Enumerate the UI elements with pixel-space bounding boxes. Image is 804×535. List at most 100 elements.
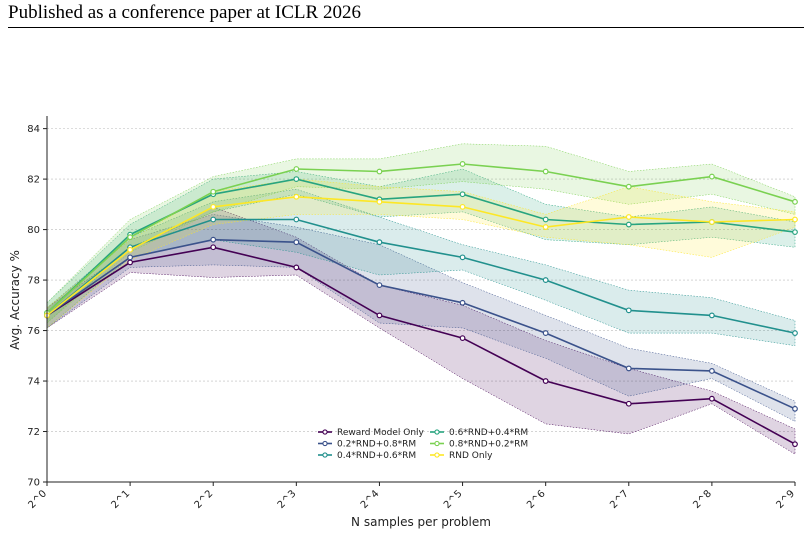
x-ticks: 2^0 2^1 2^2 2^3 2^4 2^5 2^6 2^7 2^8 2^9 xyxy=(26,482,797,511)
data-point xyxy=(792,330,798,336)
series-line xyxy=(46,218,796,334)
series-line xyxy=(46,238,796,410)
data-point xyxy=(127,259,134,266)
legend-label: 0.6*RND+0.4*RM xyxy=(449,428,528,438)
data-point xyxy=(542,378,549,384)
data-point xyxy=(459,335,466,342)
data-point xyxy=(459,191,466,198)
data-point xyxy=(792,405,798,412)
data-point xyxy=(127,254,134,261)
x-tick-label: 2^0 xyxy=(26,488,49,511)
legend-label: 0.2*RND+0.8*RM xyxy=(337,440,416,450)
y-tick-label: 74 xyxy=(27,377,40,388)
y-tick-label: 80 xyxy=(27,225,40,236)
x-tick-label: 2^7 xyxy=(608,488,631,511)
legend-marker xyxy=(434,440,440,447)
data-point xyxy=(293,264,300,271)
legend-marker xyxy=(322,452,328,458)
legend-marker xyxy=(322,429,328,435)
data-point xyxy=(210,236,217,243)
data-point xyxy=(625,214,632,220)
legend-label: Reward Model Only xyxy=(337,428,425,438)
axes xyxy=(46,116,795,483)
y-tick-label: 72 xyxy=(27,427,40,438)
data-point xyxy=(708,368,715,374)
legend-label: 0.4*RND+0.6*RM xyxy=(337,451,416,461)
data-point xyxy=(708,219,715,225)
y-tick-label: 76 xyxy=(27,326,40,337)
page-header: Published as a conference paper at ICLR … xyxy=(8,2,361,23)
data-point xyxy=(293,239,300,246)
data-point xyxy=(210,203,217,210)
header-rule xyxy=(8,27,804,28)
x-tick-label: 2^9 xyxy=(774,488,797,511)
y-tick-label: 78 xyxy=(27,276,40,287)
data-point xyxy=(127,246,134,253)
data-point xyxy=(542,168,549,175)
data-point xyxy=(293,193,300,200)
y-tick-label: 84 xyxy=(27,124,40,135)
series-lines xyxy=(44,161,798,448)
confidence-band xyxy=(46,178,796,329)
data-point xyxy=(792,216,798,223)
data-point xyxy=(625,365,632,372)
x-tick-label: 2^5 xyxy=(442,488,465,511)
data-point xyxy=(792,229,798,236)
data-point xyxy=(625,400,632,407)
series-line xyxy=(46,163,796,314)
legend-label: 0.8*RND+0.2*RM xyxy=(449,440,528,450)
confidence-band xyxy=(46,214,796,422)
data-point xyxy=(625,183,632,190)
x-tick-label: 2^6 xyxy=(525,488,548,511)
confidence-bands xyxy=(46,143,796,455)
data-point xyxy=(708,312,715,319)
data-point xyxy=(376,312,383,319)
data-point xyxy=(293,176,300,183)
legend-marker xyxy=(434,452,440,458)
data-point xyxy=(293,216,300,223)
data-point xyxy=(459,299,466,306)
legend-marker xyxy=(434,429,440,435)
y-tick-label: 82 xyxy=(27,175,40,186)
data-point xyxy=(542,277,549,283)
legend-label: RND Only xyxy=(449,451,493,461)
data-point xyxy=(542,330,549,336)
data-point xyxy=(376,239,383,246)
x-axis-label: N samples per problem xyxy=(351,515,491,529)
y-axis-label: Avg. Accuracy % xyxy=(8,250,22,350)
data-point xyxy=(625,307,632,314)
data-point xyxy=(459,161,466,167)
data-point xyxy=(127,234,134,241)
x-tick-label: 2^1 xyxy=(110,488,133,511)
data-point xyxy=(210,188,217,195)
data-point xyxy=(792,198,798,205)
x-tick-label: 2^3 xyxy=(276,488,299,511)
data-point xyxy=(376,198,383,205)
data-point xyxy=(792,441,798,448)
series-line xyxy=(46,246,796,445)
data-point xyxy=(459,254,466,261)
legend: Reward Model Only 0.2*RND+0.8*RM0.4*RND+0… xyxy=(318,428,528,461)
data-point xyxy=(708,395,715,402)
data-point xyxy=(542,224,549,230)
y-ticks: 70 72 74 76 78 80 82 84 xyxy=(27,124,47,489)
legend-marker xyxy=(322,440,328,447)
x-tick-label: 2^2 xyxy=(193,488,216,511)
confidence-band xyxy=(46,143,796,324)
confidence-band xyxy=(46,206,796,455)
data-point xyxy=(210,244,217,251)
data-point xyxy=(376,282,383,289)
x-tick-label: 2^4 xyxy=(359,488,382,511)
data-point xyxy=(708,173,715,180)
data-point xyxy=(625,221,632,228)
confidence-band xyxy=(46,168,796,324)
data-point xyxy=(459,203,466,210)
data-point xyxy=(376,168,383,175)
data-point xyxy=(210,216,217,223)
x-tick-label: 2^8 xyxy=(691,488,714,511)
data-point xyxy=(293,166,300,172)
data-point xyxy=(542,216,549,223)
y-tick-label: 70 xyxy=(27,478,40,489)
series-line xyxy=(46,195,796,317)
